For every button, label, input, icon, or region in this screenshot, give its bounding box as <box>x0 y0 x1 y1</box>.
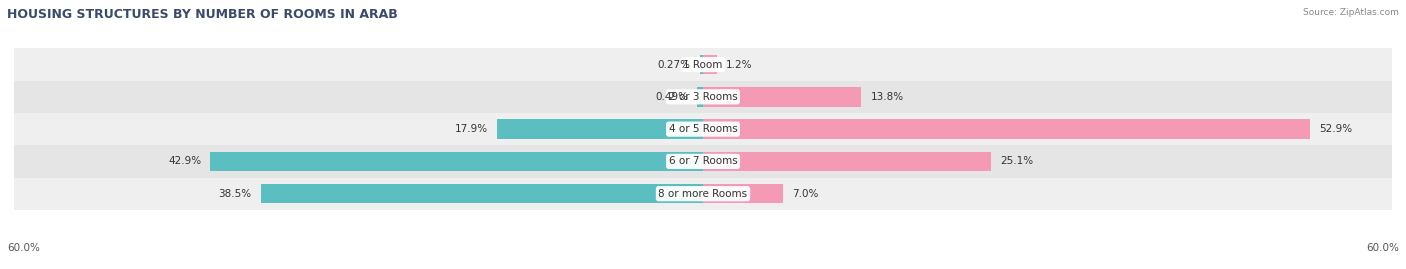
Bar <box>14 113 1392 145</box>
Text: Source: ZipAtlas.com: Source: ZipAtlas.com <box>1303 8 1399 17</box>
Text: 38.5%: 38.5% <box>218 189 252 199</box>
Text: 17.9%: 17.9% <box>456 124 488 134</box>
Bar <box>703 55 717 74</box>
Bar <box>697 87 703 107</box>
Text: 60.0%: 60.0% <box>1367 243 1399 253</box>
Text: 1 Room: 1 Room <box>683 59 723 70</box>
Bar <box>14 145 1392 178</box>
Bar <box>700 55 703 74</box>
Bar <box>703 184 783 203</box>
Text: 8 or more Rooms: 8 or more Rooms <box>658 189 748 199</box>
Bar <box>703 87 862 107</box>
Bar <box>703 119 1310 139</box>
Text: 4 or 5 Rooms: 4 or 5 Rooms <box>669 124 737 134</box>
Bar <box>262 184 703 203</box>
Text: 6 or 7 Rooms: 6 or 7 Rooms <box>669 156 737 167</box>
Bar <box>703 152 991 171</box>
Text: 0.27%: 0.27% <box>658 59 690 70</box>
Bar <box>498 119 703 139</box>
Text: 1.2%: 1.2% <box>725 59 752 70</box>
Bar <box>14 48 1392 81</box>
Bar <box>14 81 1392 113</box>
Text: 0.49%: 0.49% <box>655 92 688 102</box>
Text: HOUSING STRUCTURES BY NUMBER OF ROOMS IN ARAB: HOUSING STRUCTURES BY NUMBER OF ROOMS IN… <box>7 8 398 21</box>
Bar <box>14 178 1392 210</box>
Bar <box>211 152 703 171</box>
Text: 25.1%: 25.1% <box>1001 156 1033 167</box>
Text: 13.8%: 13.8% <box>870 92 904 102</box>
Text: 7.0%: 7.0% <box>793 189 818 199</box>
Text: 2 or 3 Rooms: 2 or 3 Rooms <box>669 92 737 102</box>
Text: 60.0%: 60.0% <box>7 243 39 253</box>
Text: 52.9%: 52.9% <box>1320 124 1353 134</box>
Text: 42.9%: 42.9% <box>169 156 201 167</box>
